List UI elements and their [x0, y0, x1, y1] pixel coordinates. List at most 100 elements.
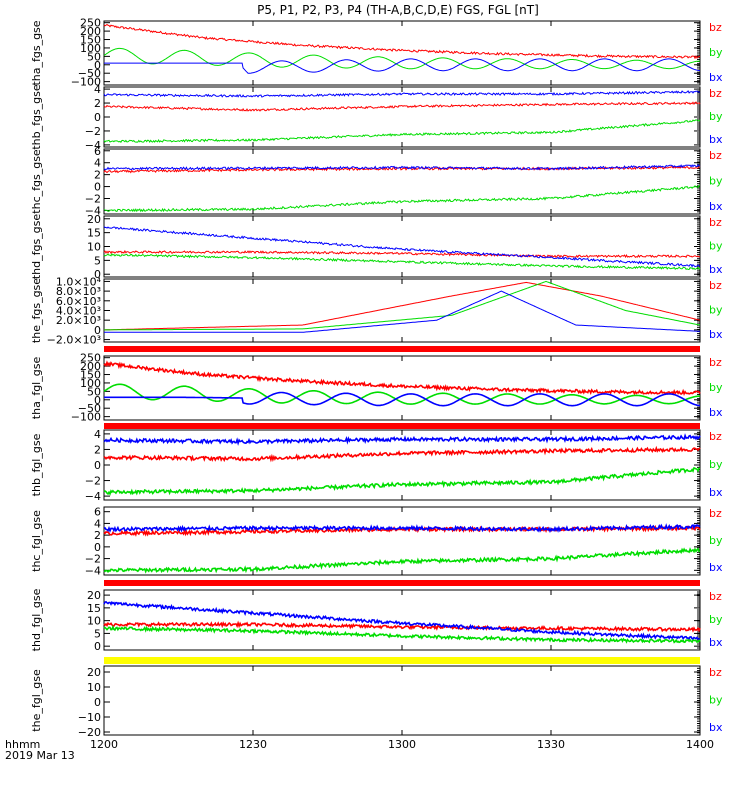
y-tick-label: 100 — [80, 377, 101, 390]
y-tick-label: 2.0×10³ — [56, 314, 101, 327]
legend-by: by — [709, 694, 723, 707]
series-line-bx — [104, 523, 701, 534]
series-line-bz — [104, 281, 701, 331]
y-tick-label: −2 — [85, 125, 101, 138]
y-tick-label: 0 — [94, 268, 101, 281]
series-line-bx — [104, 58, 701, 74]
status-bar — [104, 346, 700, 352]
y-tick-label: 200 — [80, 360, 101, 373]
time-axis: hhmm 2019 Mar 13 1200 1230 1300 1330 1400 — [5, 738, 714, 762]
series-line-by — [103, 466, 701, 496]
y-tick-label: −2 — [85, 192, 101, 205]
legend-bx: bx — [709, 636, 723, 649]
y-tick-label: −2 — [85, 475, 101, 488]
y-tick-label: −20 — [78, 726, 101, 739]
series-line-bx — [103, 600, 701, 640]
x-tick-label: 1200 — [90, 738, 118, 751]
y-tick-label: 10 — [87, 615, 101, 628]
y-tick-label: −100 — [71, 411, 101, 424]
legend-by: by — [709, 46, 723, 59]
legend-bx: bx — [709, 200, 723, 213]
panel-thb-fgs-gse: 420−2−4 thb_fgs_gse bz by bx — [30, 83, 723, 152]
y-tick-label: 2 — [94, 529, 101, 542]
y-tick-label: 0 — [94, 324, 101, 337]
y-tick-label: 0 — [94, 59, 101, 72]
series-line-by — [103, 119, 701, 143]
series-line-bz — [103, 445, 701, 463]
y-tick-label: −4 — [85, 139, 101, 152]
status-bar — [104, 423, 700, 429]
y-tick-label: 20 — [87, 589, 101, 602]
y-tick-label: 150 — [80, 34, 101, 47]
y-tick-label: 4 — [94, 157, 101, 170]
x-tick-label: 1330 — [537, 738, 565, 751]
y-tick-label: 10 — [87, 241, 101, 254]
legend-bx: bx — [709, 721, 723, 734]
series-line-by — [103, 624, 701, 644]
legend-bx: bx — [709, 328, 723, 341]
y-tick-label: 10 — [87, 681, 101, 694]
chart-title: P5, P1, P2, P3, P4 (TH-A,B,C,D,E) FGS, F… — [257, 3, 539, 17]
y-axis-label: thc_fgs_gse — [30, 149, 43, 214]
series-line-by — [103, 547, 701, 574]
y-tick-label: 4 — [94, 83, 101, 96]
legend-bx: bx — [709, 133, 723, 146]
legend-bz: bz — [709, 216, 722, 229]
legend-bz: bz — [709, 279, 722, 292]
x-tick-label: 1230 — [239, 738, 267, 751]
y-tick-label: 0 — [94, 696, 101, 709]
y-tick-label: 6 — [94, 506, 101, 519]
series-line-bx — [104, 391, 701, 407]
y-axis-label: the_fgl_gse — [30, 669, 43, 732]
legend-bx: bx — [709, 486, 723, 499]
y-tick-label: 250 — [80, 352, 101, 365]
series-line-bx — [103, 433, 701, 446]
legend-bz: bz — [709, 430, 722, 443]
y-axis-label: thb_fgs_gse — [30, 84, 43, 150]
y-tick-label: −2 — [85, 553, 101, 566]
status-bar — [104, 580, 700, 586]
y-tick-label: 6.0×10³ — [56, 295, 101, 308]
panel-the-fgs-gse: 1.0×10⁴8.0×10³6.0×10³4.0×10³2.0×10³0−2.0… — [30, 275, 723, 346]
legend-bz: bz — [709, 590, 722, 603]
panel-frame — [103, 506, 701, 576]
y-tick-label: 100 — [80, 42, 101, 55]
legend-bz: bz — [709, 666, 722, 679]
series-line-bx — [104, 290, 700, 333]
y-axis-label: thd_fgs_gse — [30, 214, 43, 280]
y-tick-label: −10 — [78, 711, 101, 724]
y-axis-label: tha_fgl_gse — [30, 357, 43, 420]
y-tick-label: 4 — [94, 517, 101, 530]
legend-by: by — [709, 240, 723, 253]
legend-by: by — [709, 381, 723, 394]
y-tick-label: 50 — [87, 50, 101, 63]
y-tick-label: 250 — [80, 17, 101, 30]
status-bar — [104, 657, 700, 664]
panel-the-fgl-gse: 20 10 0 −10 −20 the_fgl_gse bz by bx — [30, 665, 723, 739]
panel-frame — [103, 148, 701, 215]
y-tick-label: 2 — [94, 169, 101, 182]
series-line-by — [103, 383, 701, 405]
series-line-by — [103, 252, 701, 271]
y-tick-label: −4 — [85, 564, 101, 577]
series-line-bz — [103, 23, 701, 60]
y-tick-label: 6 — [94, 145, 101, 158]
legend-bz: bz — [709, 87, 722, 100]
x-tick-label: 1400 — [686, 738, 714, 751]
x-tick-label: 1300 — [388, 738, 416, 751]
y-tick-label: 200 — [80, 25, 101, 38]
y-axis-label: thc_fgl_gse — [30, 510, 43, 572]
legend-by: by — [709, 534, 723, 547]
panel-frame — [103, 215, 701, 278]
legend-bz: bz — [709, 507, 722, 520]
y-tick-label: −50 — [78, 402, 101, 415]
series-line-by — [103, 185, 701, 213]
y-tick-label: 0 — [94, 181, 101, 194]
y-tick-label: 0 — [94, 640, 101, 653]
legend-by: by — [709, 304, 723, 317]
y-tick-label: 5 — [94, 254, 101, 267]
